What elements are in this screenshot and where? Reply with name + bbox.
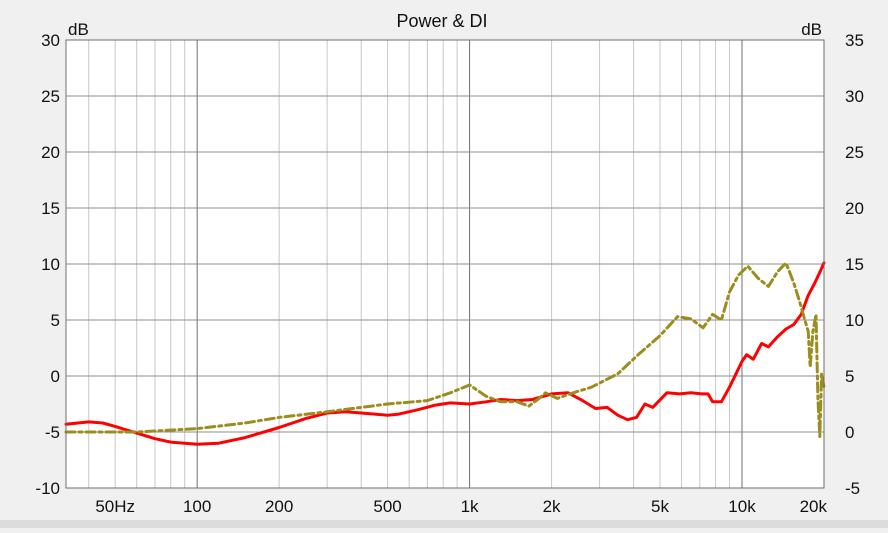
y-left-tick-label: -10 xyxy=(35,479,60,498)
y-left-unit-label: dB xyxy=(68,20,89,39)
y-right-tick-label: -5 xyxy=(845,479,860,498)
x-tick-label: 10k xyxy=(728,497,756,516)
x-tick-label: 200 xyxy=(265,497,293,516)
y-left-tick-label: 20 xyxy=(41,143,60,162)
bottom-strip xyxy=(0,520,888,528)
x-tick-label: 2k xyxy=(543,497,561,516)
y-left-tick-label: 10 xyxy=(41,255,60,274)
y-left-tick-label: 5 xyxy=(51,311,60,330)
y-right-tick-label: 25 xyxy=(845,143,864,162)
y-right-tick-label: 0 xyxy=(845,423,854,442)
y-right-tick-label: 35 xyxy=(845,31,864,50)
y-right-tick-label: 10 xyxy=(845,311,864,330)
x-tick-label: 1k xyxy=(461,497,479,516)
plot-border xyxy=(65,39,825,489)
y-right-tick-label: 30 xyxy=(845,87,864,106)
x-tick-label: 500 xyxy=(373,497,401,516)
x-tick-label: 20k xyxy=(800,497,828,516)
chart-title: Power & DI xyxy=(396,11,487,31)
y-right-tick-label: 15 xyxy=(845,255,864,274)
y-right-tick-label: 5 xyxy=(845,367,854,386)
y-left-tick-label: -5 xyxy=(45,423,60,442)
x-tick-label: 5k xyxy=(651,497,669,516)
power-response-line xyxy=(64,261,826,446)
x-tick-label: 50Hz xyxy=(95,497,135,516)
directivity-index-line xyxy=(64,261,826,438)
y-right-tick-label: 20 xyxy=(845,199,864,218)
y-right-unit-label: dB xyxy=(801,20,822,39)
y-left-tick-label: 0 xyxy=(51,367,60,386)
x-tick-label: 100 xyxy=(183,497,211,516)
y-left-tick-label: 15 xyxy=(41,199,60,218)
y-left-tick-label: 30 xyxy=(41,31,60,50)
y-left-tick-label: 25 xyxy=(41,87,60,106)
